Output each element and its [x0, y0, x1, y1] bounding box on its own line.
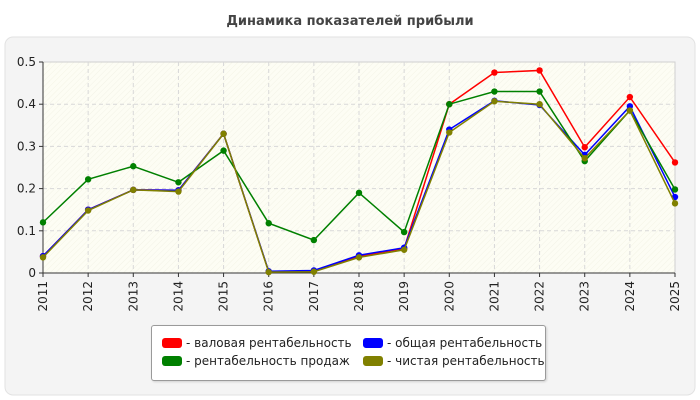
data-point-3	[265, 268, 272, 276]
x-tick-label: 2016	[262, 281, 276, 312]
data-point-0	[626, 93, 634, 101]
data-point-0	[581, 144, 588, 151]
data-point-0	[536, 67, 543, 74]
data-point-3	[355, 254, 363, 261]
data-point-3	[400, 246, 408, 253]
data-point-3	[220, 130, 227, 137]
data-point-3	[581, 155, 588, 162]
legend-swatch-gross	[162, 338, 182, 348]
series-lines	[39, 67, 679, 276]
y-tick-label: 0.1	[17, 224, 36, 238]
data-point-3	[671, 200, 679, 207]
legend-swatch-total	[363, 338, 383, 348]
y-tick-label: 0.5	[17, 55, 36, 69]
x-tick-label: 2024	[623, 281, 637, 312]
data-point-3	[84, 207, 92, 214]
x-tick-label: 2020	[442, 281, 456, 312]
data-point-3	[130, 186, 137, 194]
x-tick-label: 2014	[171, 281, 185, 312]
legend: - валовая рентабельность - общая рентабе…	[151, 325, 546, 381]
legend-item-net: - чистая рентабельность	[363, 354, 545, 368]
data-point-3	[626, 107, 634, 114]
grid-lines	[43, 62, 675, 273]
data-point-2	[491, 88, 498, 95]
x-tick-label: 2013	[126, 281, 140, 312]
y-tick-label: 0	[28, 266, 36, 280]
legend-label-net: - чистая рентабельность	[387, 354, 545, 368]
data-point-2	[536, 88, 543, 95]
legend-item-sales: - рентабельность продаж	[162, 354, 350, 368]
data-point-0	[491, 69, 498, 76]
data-point-2	[400, 228, 408, 236]
x-tick-label: 2022	[533, 281, 547, 312]
chart-title: Динамика показателей прибыли	[226, 14, 473, 29]
x-tick-label: 2019	[397, 281, 411, 312]
data-point-2	[265, 220, 272, 227]
legend-label-total: - общая рентабельность	[387, 336, 543, 350]
data-point-3	[175, 188, 182, 195]
legend-label-sales: - рентабельность продаж	[186, 354, 350, 368]
x-tick-label: 2018	[352, 281, 366, 312]
data-point-3	[39, 254, 47, 261]
data-point-2	[355, 189, 363, 197]
legend-item-total: - общая рентабельность	[363, 336, 542, 350]
data-point-2	[220, 147, 227, 154]
data-point-2	[671, 186, 679, 193]
x-tick-label: 2011	[36, 281, 50, 312]
x-tick-label: 2023	[578, 281, 592, 312]
data-point-2	[39, 219, 47, 226]
data-point-3	[446, 129, 453, 136]
legend-item-gross: - валовая рентабельность	[162, 336, 352, 350]
data-point-2	[84, 176, 92, 183]
x-tick-label: 2015	[217, 281, 231, 312]
legend-swatch-net	[363, 356, 383, 366]
x-tick-label: 2012	[81, 281, 95, 312]
data-point-3	[310, 268, 318, 275]
data-point-3	[491, 98, 498, 105]
axes: 0 0.1 0.2 0.3 0.4 0.5 2011 2012 2013 2014 2015 2016…	[17, 55, 682, 312]
data-point-3	[536, 101, 543, 108]
x-tick-label: 2017	[307, 281, 321, 312]
y-tick-label: 0.4	[17, 97, 36, 111]
legend-label-gross: - валовая рентабельность	[186, 336, 352, 350]
data-point-2	[446, 101, 453, 108]
y-tick-label: 0.3	[17, 139, 36, 153]
y-tick-label: 0.2	[17, 182, 36, 196]
data-point-2	[310, 236, 318, 244]
data-point-0	[671, 159, 679, 166]
data-point-2	[175, 179, 182, 186]
legend-swatch-sales	[162, 356, 182, 366]
x-tick-label: 2025	[668, 281, 682, 312]
data-point-2	[130, 163, 137, 170]
x-tick-label: 2021	[487, 281, 501, 312]
